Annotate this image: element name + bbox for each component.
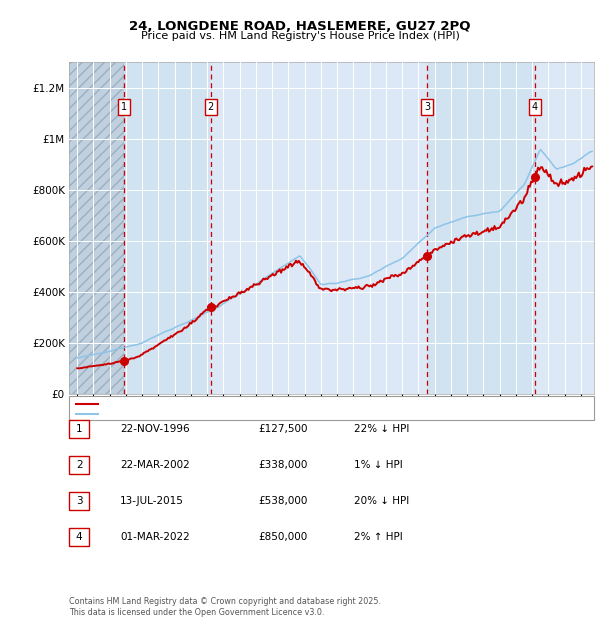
Text: 01-MAR-2022: 01-MAR-2022 [120, 532, 190, 542]
Text: £850,000: £850,000 [258, 532, 307, 542]
Text: 3: 3 [424, 102, 430, 112]
Text: £538,000: £538,000 [258, 496, 307, 506]
Text: 1% ↓ HPI: 1% ↓ HPI [354, 460, 403, 470]
Text: 13-JUL-2015: 13-JUL-2015 [120, 496, 184, 506]
Text: 1: 1 [76, 424, 83, 434]
Text: 4: 4 [76, 532, 83, 542]
Text: 22-NOV-1996: 22-NOV-1996 [120, 424, 190, 434]
Text: 24, LONGDENE ROAD, HASLEMERE, GU27 2PQ: 24, LONGDENE ROAD, HASLEMERE, GU27 2PQ [129, 20, 471, 33]
Text: HPI: Average price, detached house, Waverley: HPI: Average price, detached house, Wave… [101, 409, 327, 419]
Text: 24, LONGDENE ROAD, HASLEMERE, GU27 2PQ (detached house): 24, LONGDENE ROAD, HASLEMERE, GU27 2PQ (… [101, 399, 417, 409]
Text: 2: 2 [76, 460, 83, 470]
Text: 3: 3 [76, 496, 83, 506]
Bar [69, 62, 124, 394]
Text: 2% ↑ HPI: 2% ↑ HPI [354, 532, 403, 542]
Text: £127,500: £127,500 [258, 424, 308, 434]
Text: 4: 4 [532, 102, 538, 112]
Text: 22% ↓ HPI: 22% ↓ HPI [354, 424, 409, 434]
Bar [124, 62, 211, 394]
Text: 2: 2 [208, 102, 214, 112]
Text: 22-MAR-2002: 22-MAR-2002 [120, 460, 190, 470]
Text: 20% ↓ HPI: 20% ↓ HPI [354, 496, 409, 506]
Bar [427, 62, 535, 394]
Text: Contains HM Land Registry data © Crown copyright and database right 2025.
This d: Contains HM Land Registry data © Crown c… [69, 598, 381, 617]
Text: Price paid vs. HM Land Registry's House Price Index (HPI): Price paid vs. HM Land Registry's House … [140, 31, 460, 41]
Text: £338,000: £338,000 [258, 460, 307, 470]
Text: 1: 1 [121, 102, 127, 112]
